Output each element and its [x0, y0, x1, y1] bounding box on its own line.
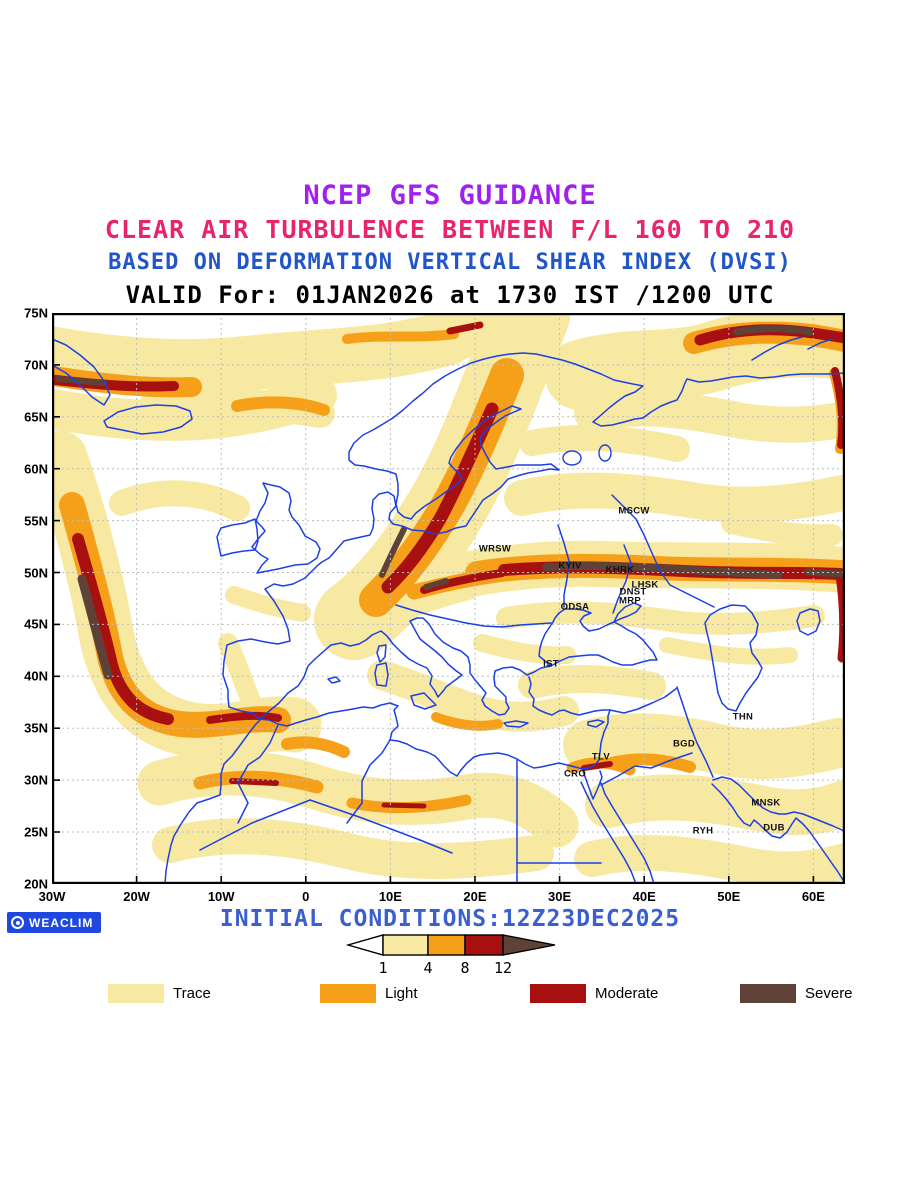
- graticule: [52, 313, 845, 884]
- lon-label: 10E: [378, 889, 402, 904]
- scale-tick-label: 8: [460, 959, 470, 977]
- city-label: MNSK: [751, 797, 781, 809]
- scale-gradient-bar: [345, 934, 556, 956]
- lon-label: 50E: [717, 889, 741, 904]
- city-label: IST: [543, 658, 559, 670]
- turbulence-severe-layer: [55, 325, 845, 680]
- legend-item: Severe: [740, 984, 853, 1003]
- city-label: RYH: [692, 825, 714, 837]
- legend-label: Trace: [173, 985, 211, 1002]
- title-method: BASED ON DEFORMATION VERTICAL SHEAR INDE…: [108, 250, 792, 275]
- city-layer: MSCW WRSW KYIV KHRK LHSK DNST MRP ODSA IST THN BGD…: [52, 313, 845, 884]
- title-valid-time: VALID For: 01JAN2026 at 1730 IST /1200 U…: [125, 281, 775, 309]
- legend-item: Trace: [108, 984, 211, 1003]
- turbulence-scale: 1 4 8 12: [345, 933, 558, 979]
- axis-ticks: [52, 364, 815, 884]
- lat-label: 20N: [24, 876, 48, 892]
- weaclim-label: WEACLIM: [29, 915, 94, 930]
- weaclim-circle-icon: [11, 916, 24, 929]
- legend-swatch: [108, 984, 164, 1003]
- lat-label: 60N: [24, 461, 48, 477]
- scale-tick-label: 4: [423, 959, 433, 977]
- scale-seg-moderate: [464, 934, 504, 956]
- legend-item: Light: [320, 984, 418, 1003]
- legend-swatch: [320, 984, 376, 1003]
- lat-label: 35N: [24, 720, 48, 736]
- lat-label: 75N: [24, 305, 48, 321]
- city-label: MRP: [618, 595, 642, 607]
- city-label: MSCW: [618, 505, 650, 517]
- city-label: KHRK: [605, 564, 635, 576]
- lat-label: 25N: [24, 824, 48, 840]
- legend-label: Severe: [805, 985, 853, 1002]
- scale-tick-label: 1: [378, 959, 388, 977]
- map-border: [52, 313, 845, 884]
- city-label: DNST: [619, 586, 647, 598]
- city-label: ODSA: [560, 601, 590, 613]
- weaclim-logo[interactable]: WEACLIM: [7, 912, 102, 933]
- lat-label: 50N: [24, 565, 48, 580]
- scale-ticks: 1 4 8 12: [346, 957, 558, 977]
- lat-label: 30N: [24, 772, 48, 788]
- city-label: LHSK: [631, 579, 659, 591]
- scale-arrow-left: [345, 934, 384, 956]
- legend-item: Moderate: [530, 984, 658, 1003]
- lat-label: 70N: [24, 357, 48, 373]
- lon-label: 20W: [123, 889, 150, 904]
- legend-label: Light: [385, 985, 418, 1002]
- legend: Trace Light Moderate Severe: [0, 984, 900, 1006]
- city-label: TLV: [591, 751, 611, 763]
- lon-label: 0: [302, 889, 310, 904]
- lon-label: 30E: [548, 889, 572, 904]
- map-canvas: [52, 313, 845, 884]
- city-label: KYIV: [558, 560, 582, 572]
- city-label: DUB: [763, 822, 785, 834]
- title-ncep: NCEP GFS GUIDANCE: [303, 180, 597, 211]
- initial-conditions-text: INITIAL CONDITIONS:12Z23DEC2025: [219, 906, 681, 932]
- lat-label: 65N: [24, 409, 48, 425]
- legend-swatch: [530, 984, 586, 1003]
- lat-label: 55N: [24, 513, 48, 529]
- coastlines: [52, 336, 845, 884]
- scale-seg-trace: [382, 934, 429, 956]
- scale-arrow-right: [502, 934, 556, 956]
- city-label: THN: [732, 711, 754, 723]
- city-label: WRSW: [478, 543, 512, 555]
- lat-label: 45N: [24, 616, 48, 632]
- map-plot: MSCW WRSW KYIV KHRK LHSK DNST MRP ODSA IST THN BGD…: [52, 313, 845, 884]
- title-product: CLEAR AIR TURBULENCE BETWEEN F/L 160 TO …: [104, 215, 796, 244]
- lon-label: 30W: [38, 889, 66, 904]
- lon-label: 10W: [207, 889, 235, 904]
- lon-label: 60E: [801, 889, 825, 904]
- lon-label: 40E: [632, 889, 656, 904]
- lon-label: 20E: [463, 889, 487, 904]
- city-label: CRO: [563, 768, 587, 780]
- scale-tick-label: 12: [493, 959, 513, 977]
- legend-swatch: [740, 984, 796, 1003]
- scale-seg-light: [427, 934, 466, 956]
- legend-label: Moderate: [595, 985, 659, 1002]
- lat-label: 40N: [24, 668, 48, 684]
- city-label: BGD: [672, 738, 696, 750]
